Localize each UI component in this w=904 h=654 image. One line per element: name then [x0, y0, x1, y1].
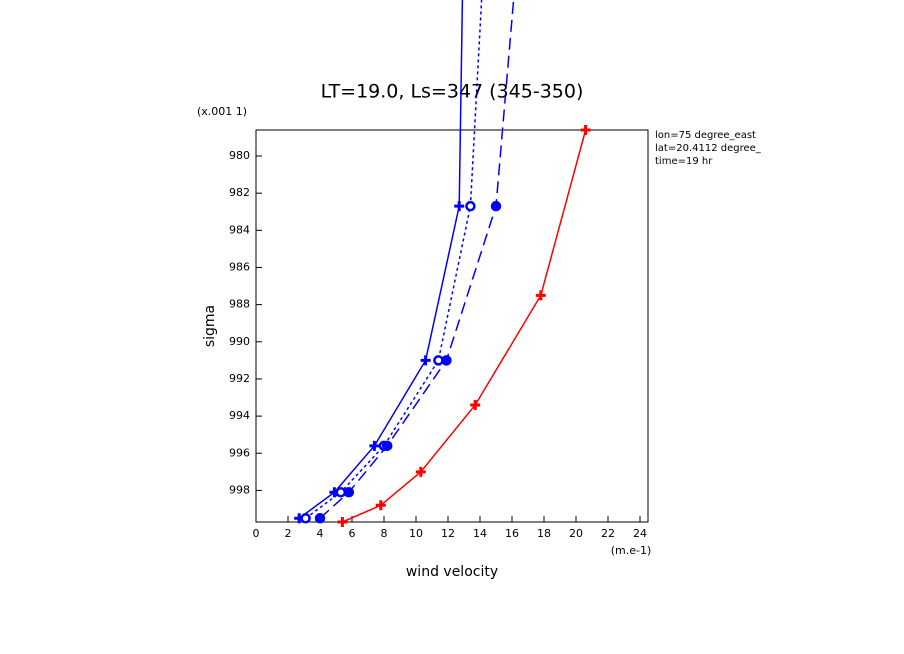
marker: [337, 517, 348, 527]
marker: [441, 355, 452, 366]
y-axis-label: sigma: [202, 305, 218, 347]
marker: [420, 355, 431, 366]
x-tick-label: 4: [317, 527, 324, 540]
marker: [314, 513, 326, 524]
marker: [465, 200, 476, 212]
y-tick-label: 986: [229, 260, 250, 273]
y-tick-label: 992: [229, 372, 250, 385]
marker: [470, 399, 481, 410]
y-tick-label: 980: [229, 149, 250, 162]
marker: [490, 200, 502, 212]
series-line: [305, 0, 483, 519]
marker: [375, 500, 386, 511]
annotation: lon=75 degree_east: [655, 130, 756, 141]
marker: [535, 290, 546, 301]
y-tick-label: 984: [229, 223, 250, 236]
x-tick-label: 22: [601, 527, 615, 540]
x-axis-label: wind velocity: [406, 564, 498, 580]
annotation: time=19 hr: [655, 156, 713, 167]
y-units: (x.001 1): [197, 105, 247, 118]
x-tick-label: 12: [441, 527, 455, 540]
marker: [381, 440, 393, 452]
chart-title: LT=19.0, Ls=347 (345-350): [321, 81, 584, 103]
y-tick-label: 988: [229, 298, 250, 311]
series-line: [298, 0, 464, 519]
marker: [369, 440, 380, 451]
marker: [454, 201, 465, 212]
x-units: (m.e-1): [611, 544, 652, 557]
x-tick-label: 2: [285, 527, 292, 540]
series-line: [342, 129, 587, 523]
series-line: [319, 0, 515, 519]
x-tick-label: 6: [349, 527, 356, 540]
plot-frame: [255, 129, 649, 523]
x-tick-label: 0: [253, 527, 260, 540]
x-tick-label: 8: [381, 527, 388, 540]
y-tick-label: 982: [229, 186, 250, 199]
annotation: lat=20.4112 degree_: [655, 143, 762, 154]
marker: [415, 466, 426, 477]
x-tick-label: 18: [537, 527, 551, 540]
y-tick-label: 996: [229, 446, 250, 459]
x-tick-label: 16: [505, 527, 519, 540]
x-tick-label: 24: [633, 527, 647, 540]
y-tick-label: 998: [229, 483, 250, 496]
x-tick-label: 10: [409, 527, 423, 540]
y-tick-label: 994: [229, 409, 250, 422]
marker: [343, 487, 355, 498]
marker: [300, 513, 311, 524]
x-tick-label: 14: [473, 527, 487, 540]
x-tick-label: 20: [569, 527, 583, 540]
y-tick-label: 990: [229, 335, 250, 348]
marker: [580, 125, 591, 135]
